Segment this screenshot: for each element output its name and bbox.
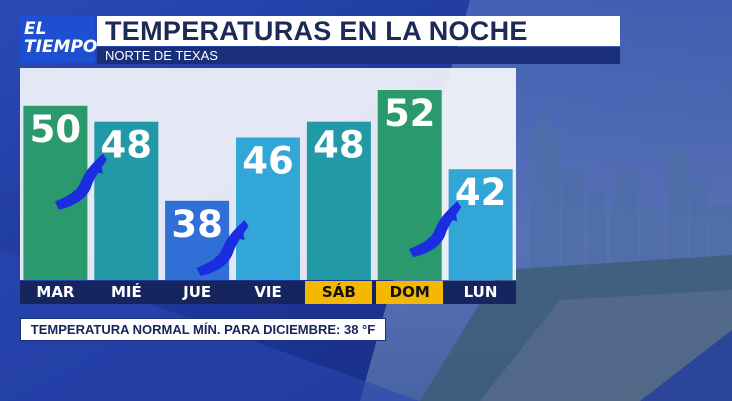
brand-line-2: TIEMPO <box>24 37 98 57</box>
bar-value-dom: 52 <box>384 92 436 135</box>
bar-value-mie: 48 <box>101 124 153 167</box>
day-label-mar: MAR <box>36 283 75 301</box>
page-subtitle: NORTE DE TEXAS <box>97 47 620 64</box>
bar-sab <box>306 121 371 280</box>
bar-value-lun: 42 <box>455 171 507 214</box>
page-title: TEMPERATURAS EN LA NOCHE <box>97 16 620 46</box>
bar-value-jue: 38 <box>171 203 223 246</box>
brand-logo: EL TIEMPO <box>20 16 98 63</box>
bar-value-mar: 50 <box>30 108 82 151</box>
cold-front-icon <box>196 220 249 276</box>
day-labels-row: MAR MIÉ JUE VIE SÁB DOM LUN <box>20 281 516 304</box>
bar-chart: 50 48 38 46 48 52 42 <box>23 90 513 280</box>
day-label-lun: LUN <box>463 283 498 301</box>
bar-value-vie: 46 <box>242 140 294 183</box>
chart-panel: 50 48 38 46 48 52 42 <box>20 68 516 280</box>
day-label-sab: SÁB <box>305 281 373 304</box>
city-skyline <box>530 118 732 280</box>
brand-line-1: EL <box>24 19 47 39</box>
day-label-vie: VIE <box>254 283 282 301</box>
day-label-dom: DOM <box>376 281 444 304</box>
cold-front-icon <box>409 201 462 258</box>
bar-lun <box>448 169 513 280</box>
day-label-mie: MIÉ <box>110 283 142 301</box>
normal-temperature-note: TEMPERATURA NORMAL MÍN. PARA DICIEMBRE: … <box>20 318 386 341</box>
day-label-jue: JUE <box>183 283 212 301</box>
bar-vie <box>236 137 300 280</box>
bar-mie <box>94 121 159 280</box>
bar-value-sab: 48 <box>313 124 365 167</box>
